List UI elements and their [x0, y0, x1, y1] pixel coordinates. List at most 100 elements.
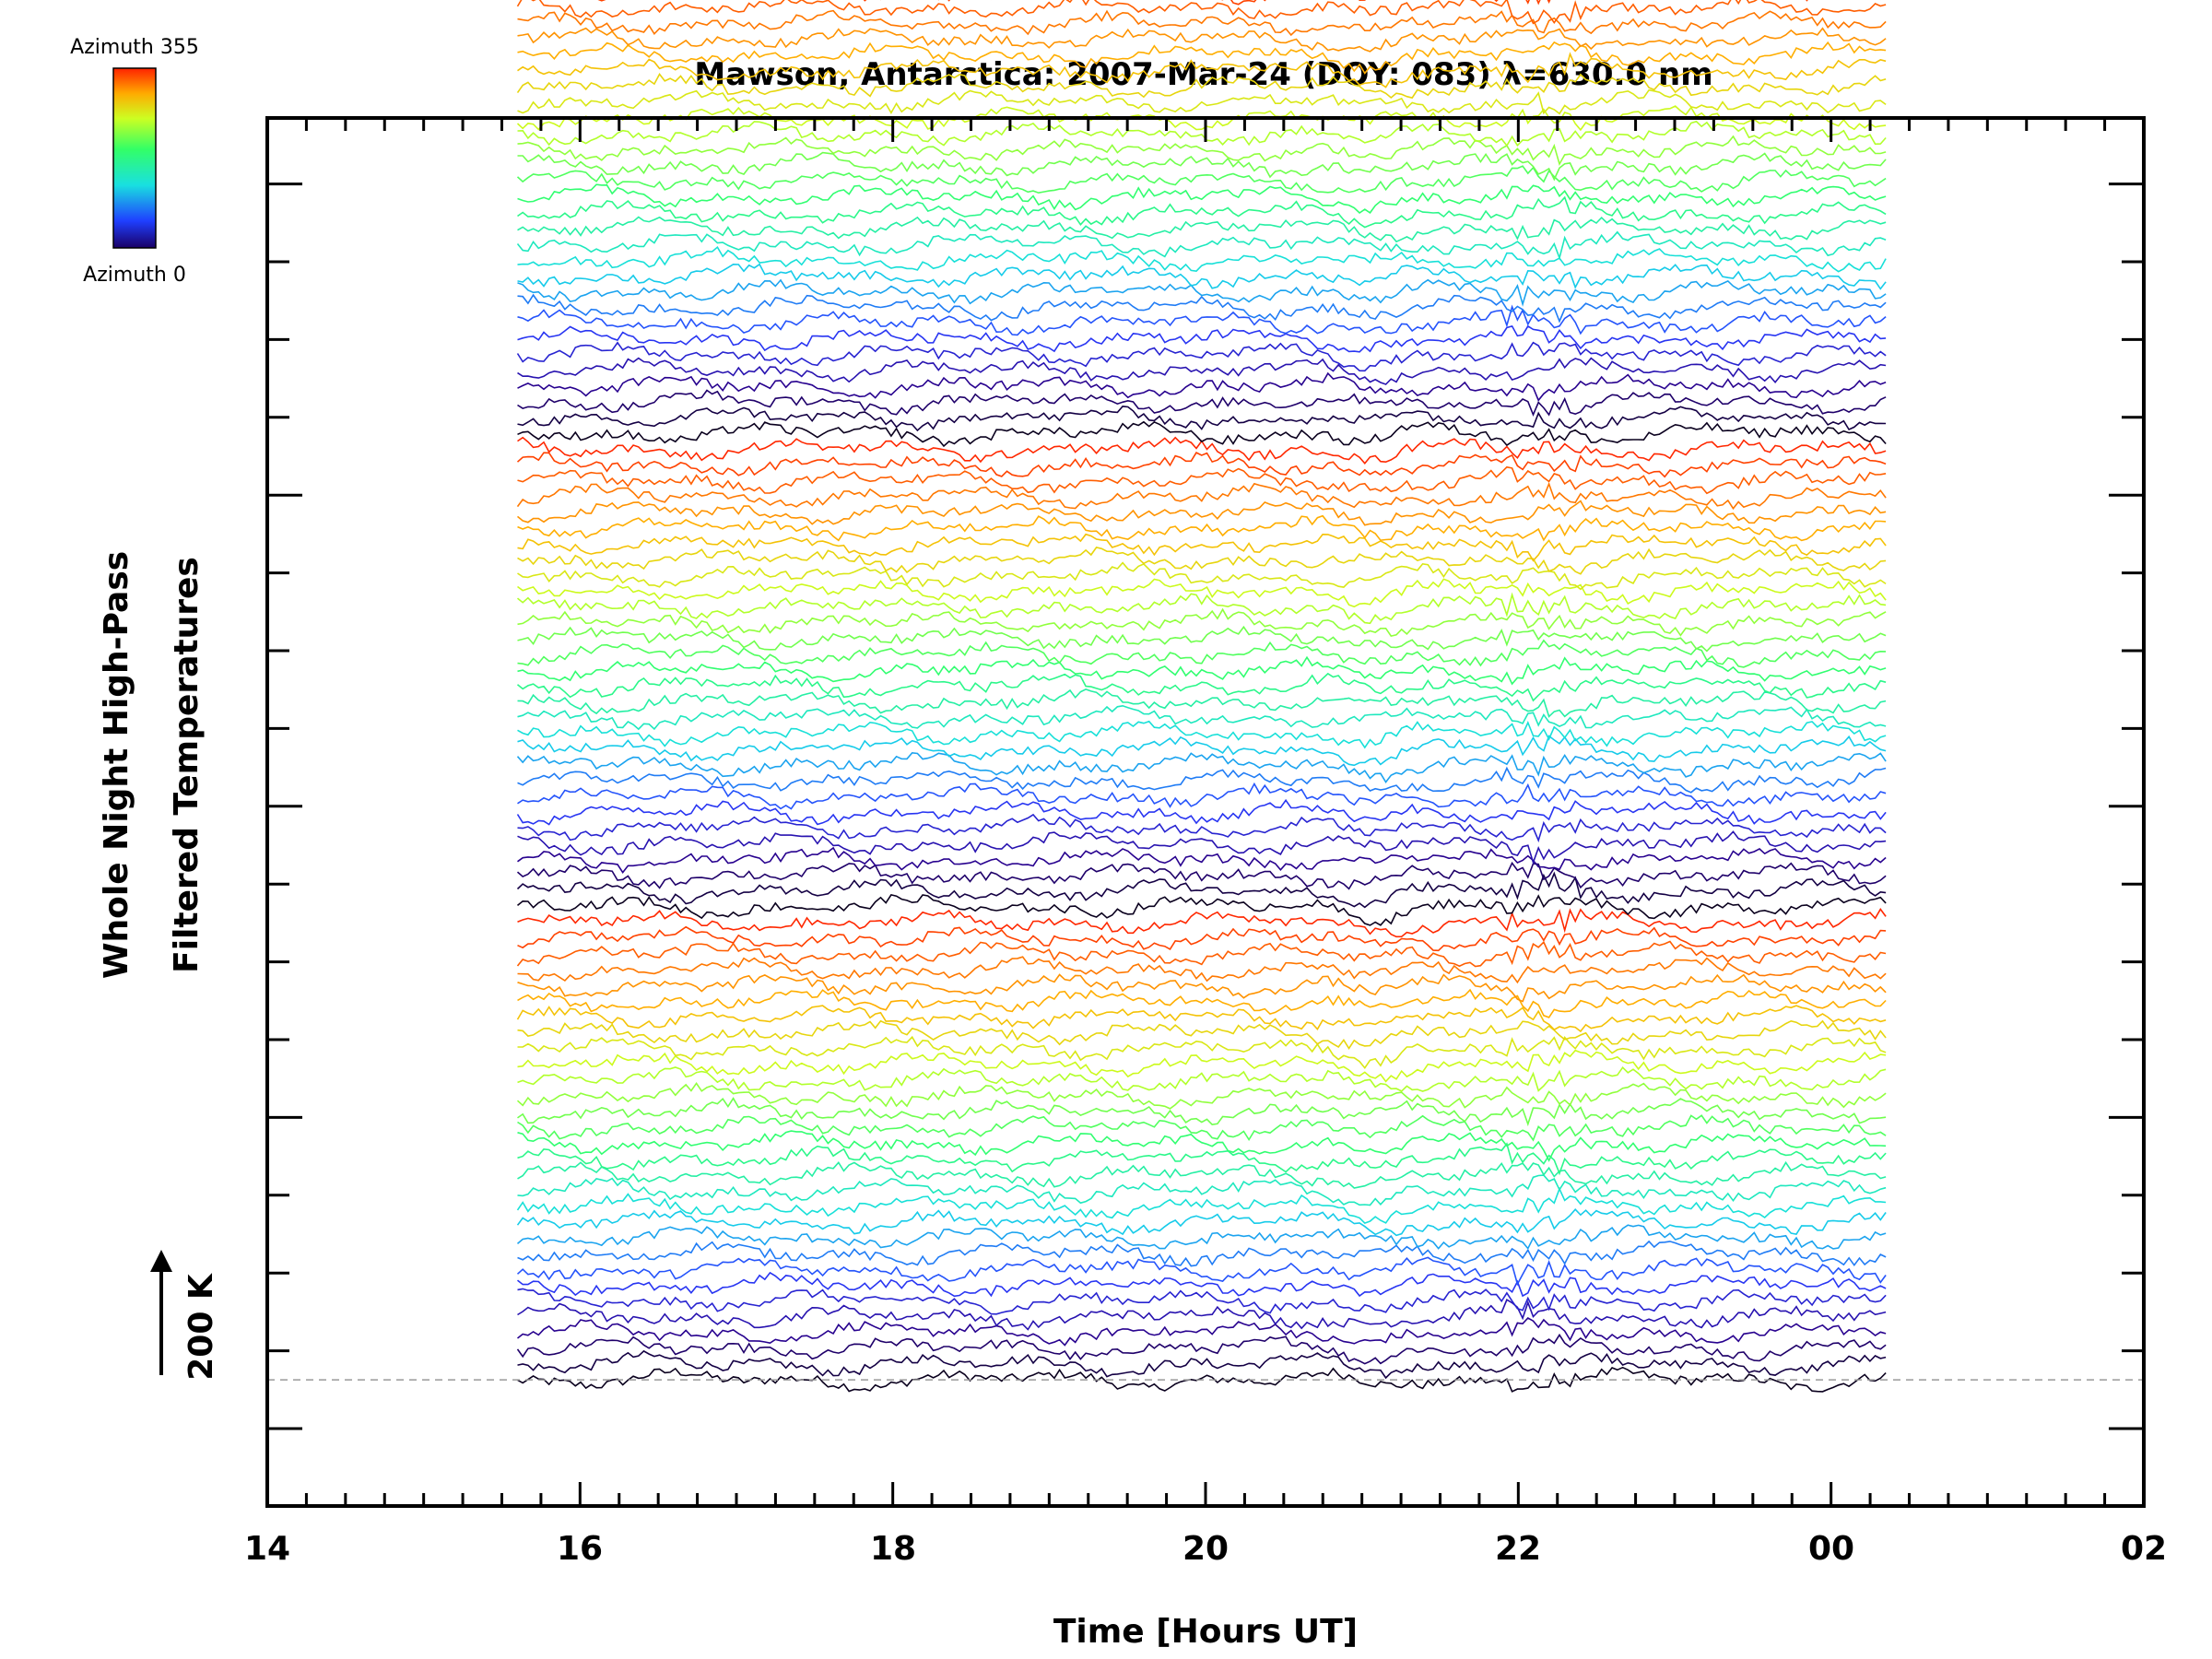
series-line [517, 88, 1887, 115]
series-line [517, 830, 1887, 865]
series-line [517, 973, 1887, 1003]
series-line [517, 1049, 1887, 1083]
series-line [517, 263, 1887, 290]
x-tick-label: 22 [1495, 1530, 1541, 1568]
series-line [597, 0, 1881, 6]
series-line [517, 1130, 1887, 1162]
series-line [517, 720, 1887, 749]
series-line [516, 1333, 1887, 1365]
series-line [516, 341, 1887, 372]
x-tick-label: 20 [1182, 1530, 1229, 1568]
series-line [517, 1316, 1887, 1347]
colorbar-top-label: Azimuth 355 [70, 36, 199, 59]
series-line [517, 420, 1887, 448]
y-axis-label-line2: Filtered Temperatures [168, 557, 206, 973]
series-line [516, 500, 1887, 526]
series-line [516, 105, 1887, 132]
series-line [516, 1186, 1887, 1225]
series-line [517, 324, 1887, 353]
series-line [517, 639, 1887, 668]
series-line [517, 1160, 1887, 1189]
scale-arrow-head [150, 1250, 172, 1272]
series-line [517, 151, 1887, 182]
series-line [517, 357, 1887, 385]
series-line [517, 278, 1887, 307]
y-axis-label-line1: Whole Night High-Pass [98, 551, 135, 979]
series-line [517, 1142, 1887, 1176]
series-line [517, 578, 1887, 608]
x-tick-label: 02 [2121, 1530, 2167, 1568]
series-line [517, 533, 1887, 562]
series-line [516, 165, 1887, 194]
series-line [517, 925, 1887, 952]
series-line [517, 9, 1887, 37]
series-line [517, 735, 1887, 767]
series-line [517, 546, 1887, 575]
series-line [517, 1065, 1887, 1092]
colorbar: Azimuth 355 Azimuth 0 [70, 36, 199, 287]
series-line [517, 293, 1887, 324]
series-line [517, 406, 1887, 432]
series-line [517, 27, 1887, 53]
scale-label: 200 K [182, 1273, 220, 1381]
series-line [516, 751, 1887, 784]
series-line [517, 1097, 1887, 1127]
series-line [517, 216, 1887, 243]
series-line [517, 465, 1887, 495]
series-line [516, 481, 1887, 511]
series-line [517, 607, 1887, 638]
series-line [517, 704, 1887, 731]
series-line [517, 1019, 1887, 1050]
series-line [516, 861, 1887, 890]
series-line [517, 561, 1887, 591]
x-tick-label: 14 [244, 1530, 290, 1568]
series-line [516, 1224, 1887, 1251]
series-line [517, 120, 1887, 147]
chart-title: Mawson, Antarctica: 2007-Mar-24 (DOY: 08… [694, 56, 1712, 93]
series-line [516, 230, 1887, 261]
series-line [517, 846, 1887, 874]
series-line [517, 1240, 1887, 1267]
series-line [516, 592, 1887, 625]
series-line [517, 245, 1887, 273]
series-line [517, 813, 1887, 843]
plot-frame [265, 116, 2146, 1508]
series-line [517, 782, 1887, 810]
series-line [517, 304, 1887, 336]
series-line [517, 1035, 1887, 1070]
series-line [517, 195, 1887, 229]
series-line [516, 940, 1887, 968]
series-line [516, 0, 1887, 25]
axis-ticks [265, 118, 2146, 1506]
colorbar-gradient [112, 67, 157, 249]
x-tick-labels: 14 16 18 20 22 00 02 [244, 1530, 2167, 1568]
series-line [517, 183, 1887, 215]
series-line [517, 514, 1887, 542]
series-line [517, 1349, 1887, 1380]
colorbar-bottom-label: Azimuth 0 [83, 264, 186, 287]
series-line [517, 135, 1887, 167]
x-axis-label: Time [Hours UT] [1053, 1613, 1358, 1651]
series-line [517, 1114, 1887, 1142]
series-line [516, 893, 1887, 926]
series-line [517, 1299, 1887, 1331]
series-line [516, 798, 1887, 826]
series-line [517, 52, 1887, 88]
series-line [517, 371, 1887, 402]
series-line [517, 908, 1887, 938]
series-group [516, 0, 1887, 1393]
series-line [517, 1366, 1887, 1393]
x-tick-label: 00 [1808, 1530, 1854, 1568]
x-tick-label: 16 [557, 1530, 603, 1568]
series-line [516, 1005, 1887, 1033]
series-line [517, 655, 1887, 686]
series-line [517, 389, 1887, 417]
series-line [516, 1256, 1887, 1287]
series-line [516, 871, 1887, 909]
series-line [516, 1208, 1887, 1237]
series-line [517, 988, 1887, 1018]
series-line [516, 73, 1887, 100]
series-line [517, 1174, 1887, 1206]
series-line [516, 672, 1887, 702]
